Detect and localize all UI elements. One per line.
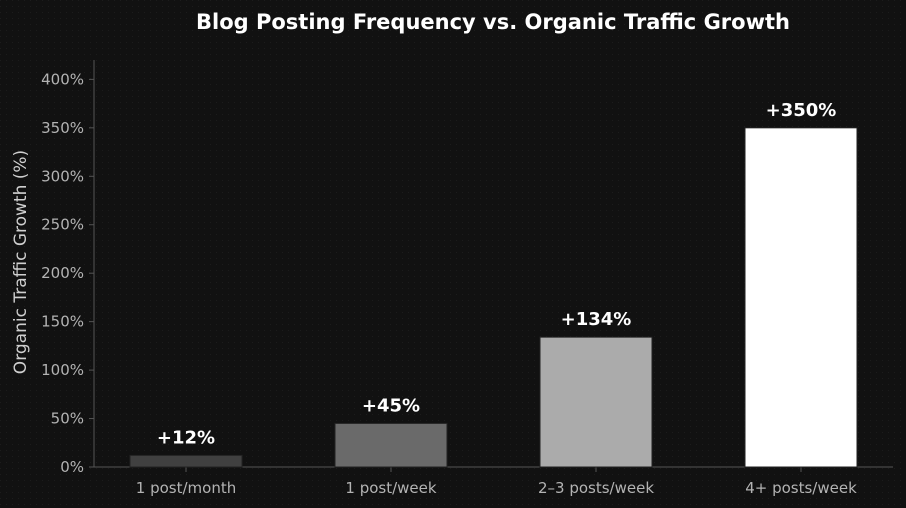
bars-group [129, 127, 858, 468]
y-tick-label: 100% [41, 361, 84, 379]
y-tick-label: 350% [41, 119, 84, 137]
x-tick-label: 2–3 posts/week [538, 479, 654, 497]
bar-value-label: +134% [561, 309, 632, 330]
bar [129, 454, 243, 468]
y-tick-label: 200% [41, 264, 84, 282]
y-tick-label: 250% [41, 216, 84, 234]
y-tick-label: 400% [41, 70, 84, 88]
x-tick-label: 1 post/month [136, 479, 236, 497]
y-axis: 0% 50% 100% 150% 200% 250% 300% 350% 400% [41, 60, 95, 476]
bar-value-label: +45% [362, 395, 420, 416]
bar-value-label: +350% [766, 100, 837, 121]
y-tick-label: 150% [41, 313, 84, 331]
data-labels-group: +12% +45% +134% +350% [157, 100, 836, 449]
y-tick-label: 50% [51, 410, 84, 428]
bar-value-label: +12% [157, 427, 215, 448]
chart-title: Blog Posting Frequency vs. Organic Traff… [196, 10, 790, 34]
bar [744, 127, 858, 468]
x-tick-label: 4+ posts/week [745, 479, 857, 497]
bar [539, 336, 653, 468]
y-axis-title: Organic Traffic Growth (%) [11, 150, 31, 374]
y-tick-label: 300% [41, 167, 84, 185]
y-tick-label: 0% [60, 458, 84, 476]
bar [334, 422, 448, 468]
x-tick-label: 1 post/week [345, 479, 436, 497]
